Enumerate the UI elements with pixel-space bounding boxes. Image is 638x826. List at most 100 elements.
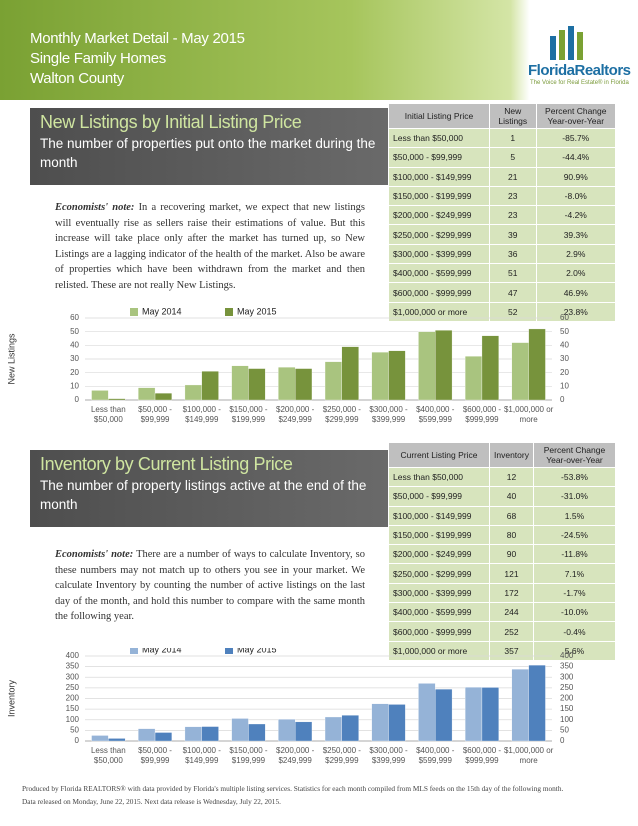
bar [511,669,529,742]
column-header: Percent Change Year-over-Year [532,442,617,468]
bar [324,716,342,742]
table-cell: 39.3% [535,224,617,245]
table-row: $400,000 - $599,999 51 2.0% [388,263,617,284]
table-cell: 80 [489,524,534,546]
bar [108,398,126,401]
x-tick-label: $150,000 -$199,999 [229,746,268,765]
x-tick-label: Less than $50,000 [91,746,126,765]
table-cell: -10.0% [532,602,617,623]
column-header: Inventory [489,442,534,468]
table-cell: 172 [489,582,534,604]
legend-label: May 2014 [142,306,182,316]
legend-swatch [130,308,138,316]
table-cell: 1 [489,127,537,149]
table-cell: 46.9% [535,282,617,303]
y-tick-label: 0 [75,736,80,745]
table-cell: -1.7% [532,582,617,604]
legend-label: May 2015 [237,306,277,316]
bar [341,715,359,742]
y2-tick-label: 250 [560,683,574,692]
y2-tick-label: 150 [560,704,574,713]
table-cell: 36 [489,243,537,265]
y-tick-label: 10 [70,381,79,390]
note-label: Economists' note: [55,202,135,213]
table-cell: $150,000 - $199,999 [388,524,490,546]
table-cell: $50,000 - $99,999 [388,147,490,168]
y-tick-label: 50 [70,725,79,734]
y-tick-label: 400 [66,651,80,660]
table-cell: 68 [489,505,534,526]
table-cell: $400,000 - $599,999 [388,263,490,284]
x-tick-label: $200,000 -$249,999 [276,746,315,765]
table-cell: -8.0% [535,185,617,207]
table-cell: 121 [489,563,534,584]
header-row: Initial Listing Price New Listings Percent… [388,103,617,129]
bar [294,368,313,401]
bar [201,371,219,401]
table-cell: -0.4% [532,621,617,642]
table-cell: -11.8% [532,544,617,565]
x-tick-label: $600,000 -$999,999 [463,746,502,765]
x-tick-label: $1,000,000 or more [504,746,554,765]
bar [154,732,173,742]
table-cell: 90.9% [535,166,617,187]
table-cell: $250,000 - $299,999 [388,563,490,584]
x-tick-label: Less than $50,000 [91,405,126,424]
table-cell: 51 [489,263,537,284]
y2-tick-label: 0 [560,395,565,404]
table-row: $250,000 - $299,999 39 39.3% [388,224,617,245]
bar [248,368,266,401]
bar [528,664,546,742]
column-header: New Listings [489,103,537,129]
bar [418,683,436,742]
y-tick-label: 30 [70,354,79,363]
table: Initial Listing Price New Listings Percent… [388,103,617,322]
table-row: Less than $50,000 12 -53.8% [388,466,617,488]
y2-tick-label: 50 [560,327,569,336]
table-cell: -24.5% [532,524,617,546]
y-axis-label: New Listings [6,333,16,385]
bar [435,689,453,742]
note: Economists' note: In a recovering market… [55,200,365,293]
bar [201,726,219,742]
bar [464,356,483,401]
tagline: The Voice for Real Estate® in Florida [530,80,629,86]
table-cell: 39 [489,224,537,245]
table-row: $150,000 - $199,999 23 -8.0% [388,185,617,207]
table-row: $300,000 - $399,999 36 2.9% [388,243,617,265]
bar [435,330,453,401]
bar [248,723,266,742]
y-tick-label: 20 [70,368,79,377]
bar [511,342,529,401]
header-subtitle: Single Family Homes [30,50,167,67]
table-row: $100,000 - $149,999 68 1.5% [388,505,617,526]
x-tick-label: $200,000 -$249,999 [276,405,315,424]
bar [464,687,483,742]
bar [231,365,249,401]
chart: 0 10 20 30 40 50 60 0 10 20 30 40 50 60 New Listings Le… [6,306,569,424]
y-tick-label: 100 [66,715,80,724]
y2-tick-label: 10 [560,381,569,390]
bar [371,703,389,742]
table-cell: -4.2% [535,205,617,226]
table-cell: -53.8% [532,466,617,488]
section-title: New Listings by Initial Listing Price [40,112,302,132]
legend-swatch [130,648,138,654]
table-cell: 23.8% [535,301,617,322]
y-tick-label: 350 [66,662,80,671]
table-row: $50,000 - $99,999 40 -31.0% [388,486,617,507]
bar [278,719,296,742]
table-cell: $100,000 - $149,999 [388,505,490,526]
table-row: $300,000 - $399,999 172 -1.7% [388,582,617,604]
legend-label: May 2014 [142,648,182,654]
y-tick-label: 40 [70,340,79,349]
bar [418,331,436,401]
x-tick-label: $300,000 -$399,999 [369,746,408,765]
section-subtitle: The number of properties put onto the ma… [40,136,376,170]
table-cell: -31.0% [532,486,617,507]
footer-line: Produced by Florida REALTORS® with data … [22,784,564,793]
table-row: $600,000 - $999,999 252 -0.4% [388,621,617,642]
table-row: Less than $50,000 1 -85.7% [388,127,617,149]
x-tick-label: $100,000 -$149,999 [183,405,222,424]
